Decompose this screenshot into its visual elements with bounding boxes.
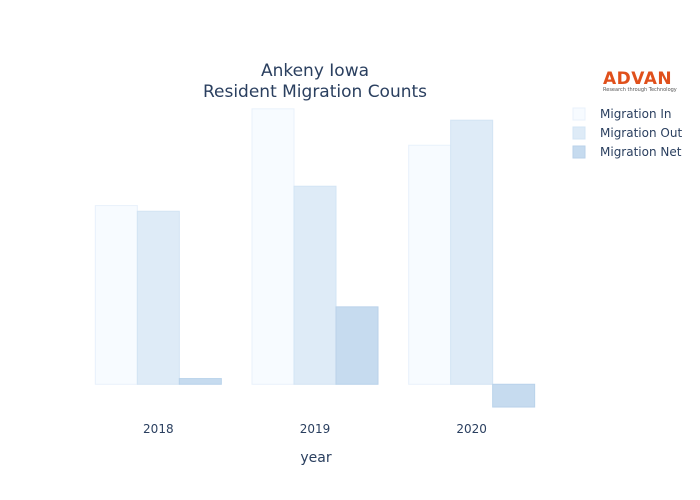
logo-tagline: Research through Technology — [603, 87, 677, 93]
legend: Migration In Migration Out Migration Net — [572, 107, 682, 159]
legend-swatch-migration-in[interactable] — [572, 107, 586, 121]
bar-migration-in-2019[interactable] — [251, 108, 295, 385]
x-tick-label-2019: 2019 — [300, 422, 331, 436]
legend-label-migration-out[interactable]: Migration Out — [600, 126, 682, 140]
chart-title-line-2: Resident Migration Counts — [203, 82, 427, 102]
x-axis-title: year — [300, 450, 331, 466]
bar-migration-out-2018[interactable] — [136, 210, 180, 385]
legend-swatch-migration-out[interactable] — [572, 126, 586, 140]
bar-migration-net-2019[interactable] — [335, 306, 379, 385]
x-tick-label-2020: 2020 — [456, 422, 487, 436]
bar-migration-net-2018[interactable] — [178, 378, 222, 385]
x-tick-label-2018: 2018 — [143, 422, 174, 436]
bar-migration-in-2020[interactable] — [408, 144, 452, 385]
logo-text: ADVAN — [603, 69, 672, 89]
advan-logo: ADVAN Research through Technology — [603, 69, 677, 93]
bar-migration-in-2018[interactable] — [94, 205, 138, 385]
bar-plot-area — [94, 108, 536, 408]
legend-label-migration-net[interactable]: Migration Net — [600, 145, 682, 159]
legend-label-migration-in[interactable]: Migration In — [600, 107, 672, 121]
bar-migration-out-2019[interactable] — [293, 185, 337, 385]
bar-migration-out-2020[interactable] — [450, 119, 494, 385]
chart-title-line-1: Ankeny Iowa — [261, 61, 369, 81]
bar-migration-net-2020[interactable] — [492, 383, 536, 408]
x-axis-ticks: 2018 2019 2020 — [143, 422, 487, 436]
legend-swatch-migration-net[interactable] — [572, 145, 586, 159]
